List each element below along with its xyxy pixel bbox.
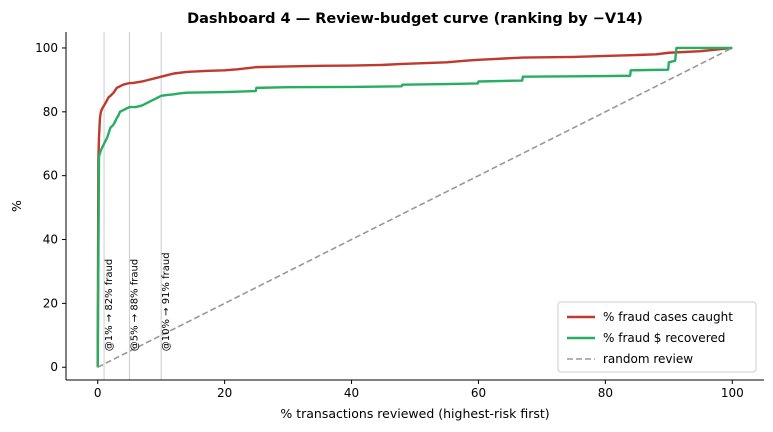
series-line-3 [97,47,733,368]
chart-legend: % fraud cases caught % fraud $ recovered r… [557,301,757,373]
annotation-label-2: @5% → 88% fraud [129,259,140,351]
y-tick-label: 40 [43,233,58,247]
x-tick-label: 60 [471,386,486,400]
y-tick-label: 60 [43,169,58,183]
y-tick-label: 0 [50,360,58,374]
x-tick-label: 100 [721,386,744,400]
x-tick-label: 40 [344,386,359,400]
annotation-label-1: @1% → 82% fraud [104,259,115,351]
y-tick-label: 20 [43,296,58,310]
y-tick-label: 80 [43,105,58,119]
series-line-1 [96,46,733,368]
x-axis-label: % transactions reviewed (highest-risk fi… [280,406,549,421]
annotation-label-3: @10% → 91% fraud [161,252,172,351]
chart-title: Dashboard 4 — Review-budget curve (ranki… [187,11,643,27]
x-tick-label: 0 [94,386,102,400]
plot-area: @1% → 82% fraud @5% → 88% fraud @10% → 91%… [35,32,764,400]
x-tick-label: 20 [217,386,232,400]
y-tick-label: 100 [35,41,58,55]
legend-label-1: % fraud cases caught [603,310,733,324]
legend-box [557,301,757,373]
y-axis-label: % [9,200,24,212]
x-tick-label: 80 [598,386,613,400]
legend-label-2: % fraud $ recovered [603,331,725,345]
legend-label-3: random review [603,352,693,366]
series-line-2 [96,46,733,368]
